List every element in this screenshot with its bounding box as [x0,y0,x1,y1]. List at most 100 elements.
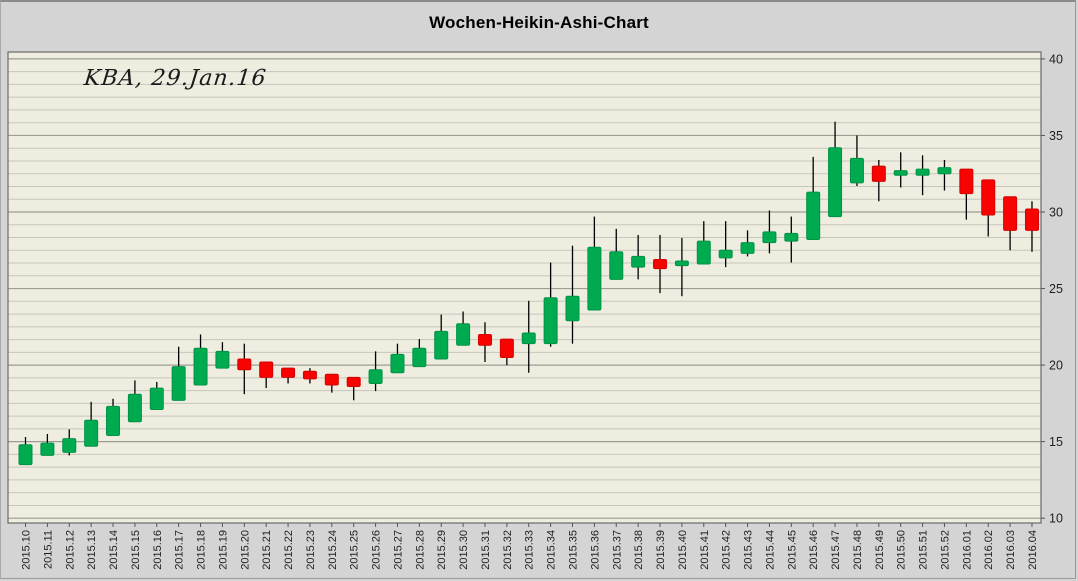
x-axis-label: 2015.40 [677,530,689,570]
candle-body-2015.11 [40,442,55,456]
x-axis-label: 2015.33 [524,530,536,570]
candle-body-2015.40 [674,260,689,267]
x-axis-label: 2015.35 [568,530,580,570]
candle-body-2015.47 [828,147,843,218]
x-axis-label: 2015.17 [174,530,186,570]
x-axis-label: 2015.37 [611,530,623,570]
candle-body-2015.12 [62,438,77,453]
x-axis-label: 2015.42 [721,530,733,570]
x-axis-label: 2016.04 [1027,530,1039,570]
x-axis-label: 2015.11 [42,530,54,569]
y-axis-label: 35 [1049,129,1063,143]
candle-body-2015.23 [302,370,317,380]
candle-body-2015.20 [237,358,252,371]
candle-body-2015.25 [346,376,361,388]
x-axis-label: 2015.26 [371,530,383,570]
candle-body-2015.31 [477,333,492,346]
x-axis-label: 2015.19 [217,530,229,570]
y-axis-label: 10 [1049,512,1063,526]
candle-body-2015.26 [368,369,383,384]
x-axis-label: 2015.16 [152,530,164,570]
x-axis-label: 2015.48 [852,530,864,570]
x-axis-label: 2015.25 [349,530,361,570]
candle-body-2015.17 [171,366,186,401]
candle-body-2015.13 [84,419,99,447]
x-axis-label: 2015.52 [939,530,951,570]
x-axis-label: 2015.10 [21,530,33,570]
x-axis-label: 2015.36 [589,530,601,570]
candle-body-2015.48 [849,157,864,184]
candle-body-2015.34 [543,297,558,345]
x-axis-label: 2015.50 [896,530,908,570]
x-axis-label: 2015.22 [283,530,295,570]
y-axis-label: 25 [1049,282,1063,296]
y-axis-label: 20 [1049,359,1063,373]
x-axis-label: 2015.27 [392,530,404,570]
candle-body-2015.35 [565,295,580,322]
x-axis-label: 2015.51 [918,530,930,570]
candle-body-2015.39 [653,258,668,270]
candle-body-2015.10 [18,444,33,466]
candle-body-2015.28 [412,347,427,368]
y-axis-label: 15 [1049,435,1063,449]
candle-body-2016.01 [959,168,974,195]
candle-body-2015.14 [106,405,121,437]
plot-area-border [7,51,1042,524]
candle-body-2015.27 [390,353,405,374]
x-axis-label: 2015.20 [239,530,251,570]
x-axis-label: 2015.21 [261,530,273,570]
x-axis-label: 2015.38 [633,530,645,570]
x-axis-label: 2015.32 [502,530,514,570]
chart-title: Wochen-Heikin-Ashi-Chart [429,13,649,32]
candle-body-2015.21 [259,361,274,378]
candle-body-2015.37 [609,251,624,280]
x-axis-label: 2015.47 [830,530,842,570]
candle-body-2015.22 [281,367,296,378]
candle-body-2015.24 [324,373,339,386]
y-axis-label: 30 [1049,206,1063,220]
candle-body-2016.02 [981,179,996,216]
x-axis-label: 2016.02 [983,530,995,570]
x-axis-label: 2015.30 [458,530,470,570]
x-axis-label: 2015.28 [414,530,426,570]
candle-body-2015.43 [740,242,755,254]
x-axis-label: 2015.39 [655,530,667,570]
candle-body-2015.41 [696,240,711,265]
candle-body-2015.42 [718,249,733,259]
candle-body-2015.36 [587,246,602,311]
chart-annotation: KBA, 29.Jan.16 [82,66,268,91]
x-axis-label: 2015.13 [86,530,98,570]
candle-body-2015.33 [521,332,536,345]
x-axis-label: 2015.12 [64,530,76,570]
candle-body-2015.16 [149,387,164,410]
candle-body-2015.38 [631,255,646,268]
candle-body-2015.52 [937,167,952,175]
candle-body-2016.03 [1003,196,1018,231]
candle-body-2016.04 [1024,208,1039,231]
x-axis-label: 2015.14 [108,530,120,570]
candle-body-2015.51 [915,168,930,176]
candle-body-2015.32 [499,338,514,358]
x-axis-label: 2015.43 [743,530,755,570]
candle-body-2015.15 [127,393,142,423]
x-axis-label: 2015.41 [699,530,711,570]
candle-body-2015.49 [871,165,886,182]
candle-body-2015.30 [456,323,471,346]
x-axis-label: 2015.34 [546,530,558,570]
x-axis-label: 2015.15 [130,530,142,570]
x-axis-label: 2015.31 [480,530,492,570]
candle-body-2015.19 [215,350,230,369]
candle-body-2015.29 [434,330,449,360]
candle-body-2015.46 [806,191,821,241]
candle-body-2015.45 [784,232,799,242]
candle-body-2015.18 [193,347,208,386]
candle-body-2015.44 [762,231,777,244]
x-axis-label: 2015.49 [874,530,886,570]
x-axis-label: 2016.01 [961,530,973,570]
plot-area-background [8,52,1041,523]
x-axis-label: 2015.24 [327,530,339,570]
x-axis-label: 2015.45 [786,530,798,570]
x-axis-label: 2016.03 [1005,530,1017,570]
